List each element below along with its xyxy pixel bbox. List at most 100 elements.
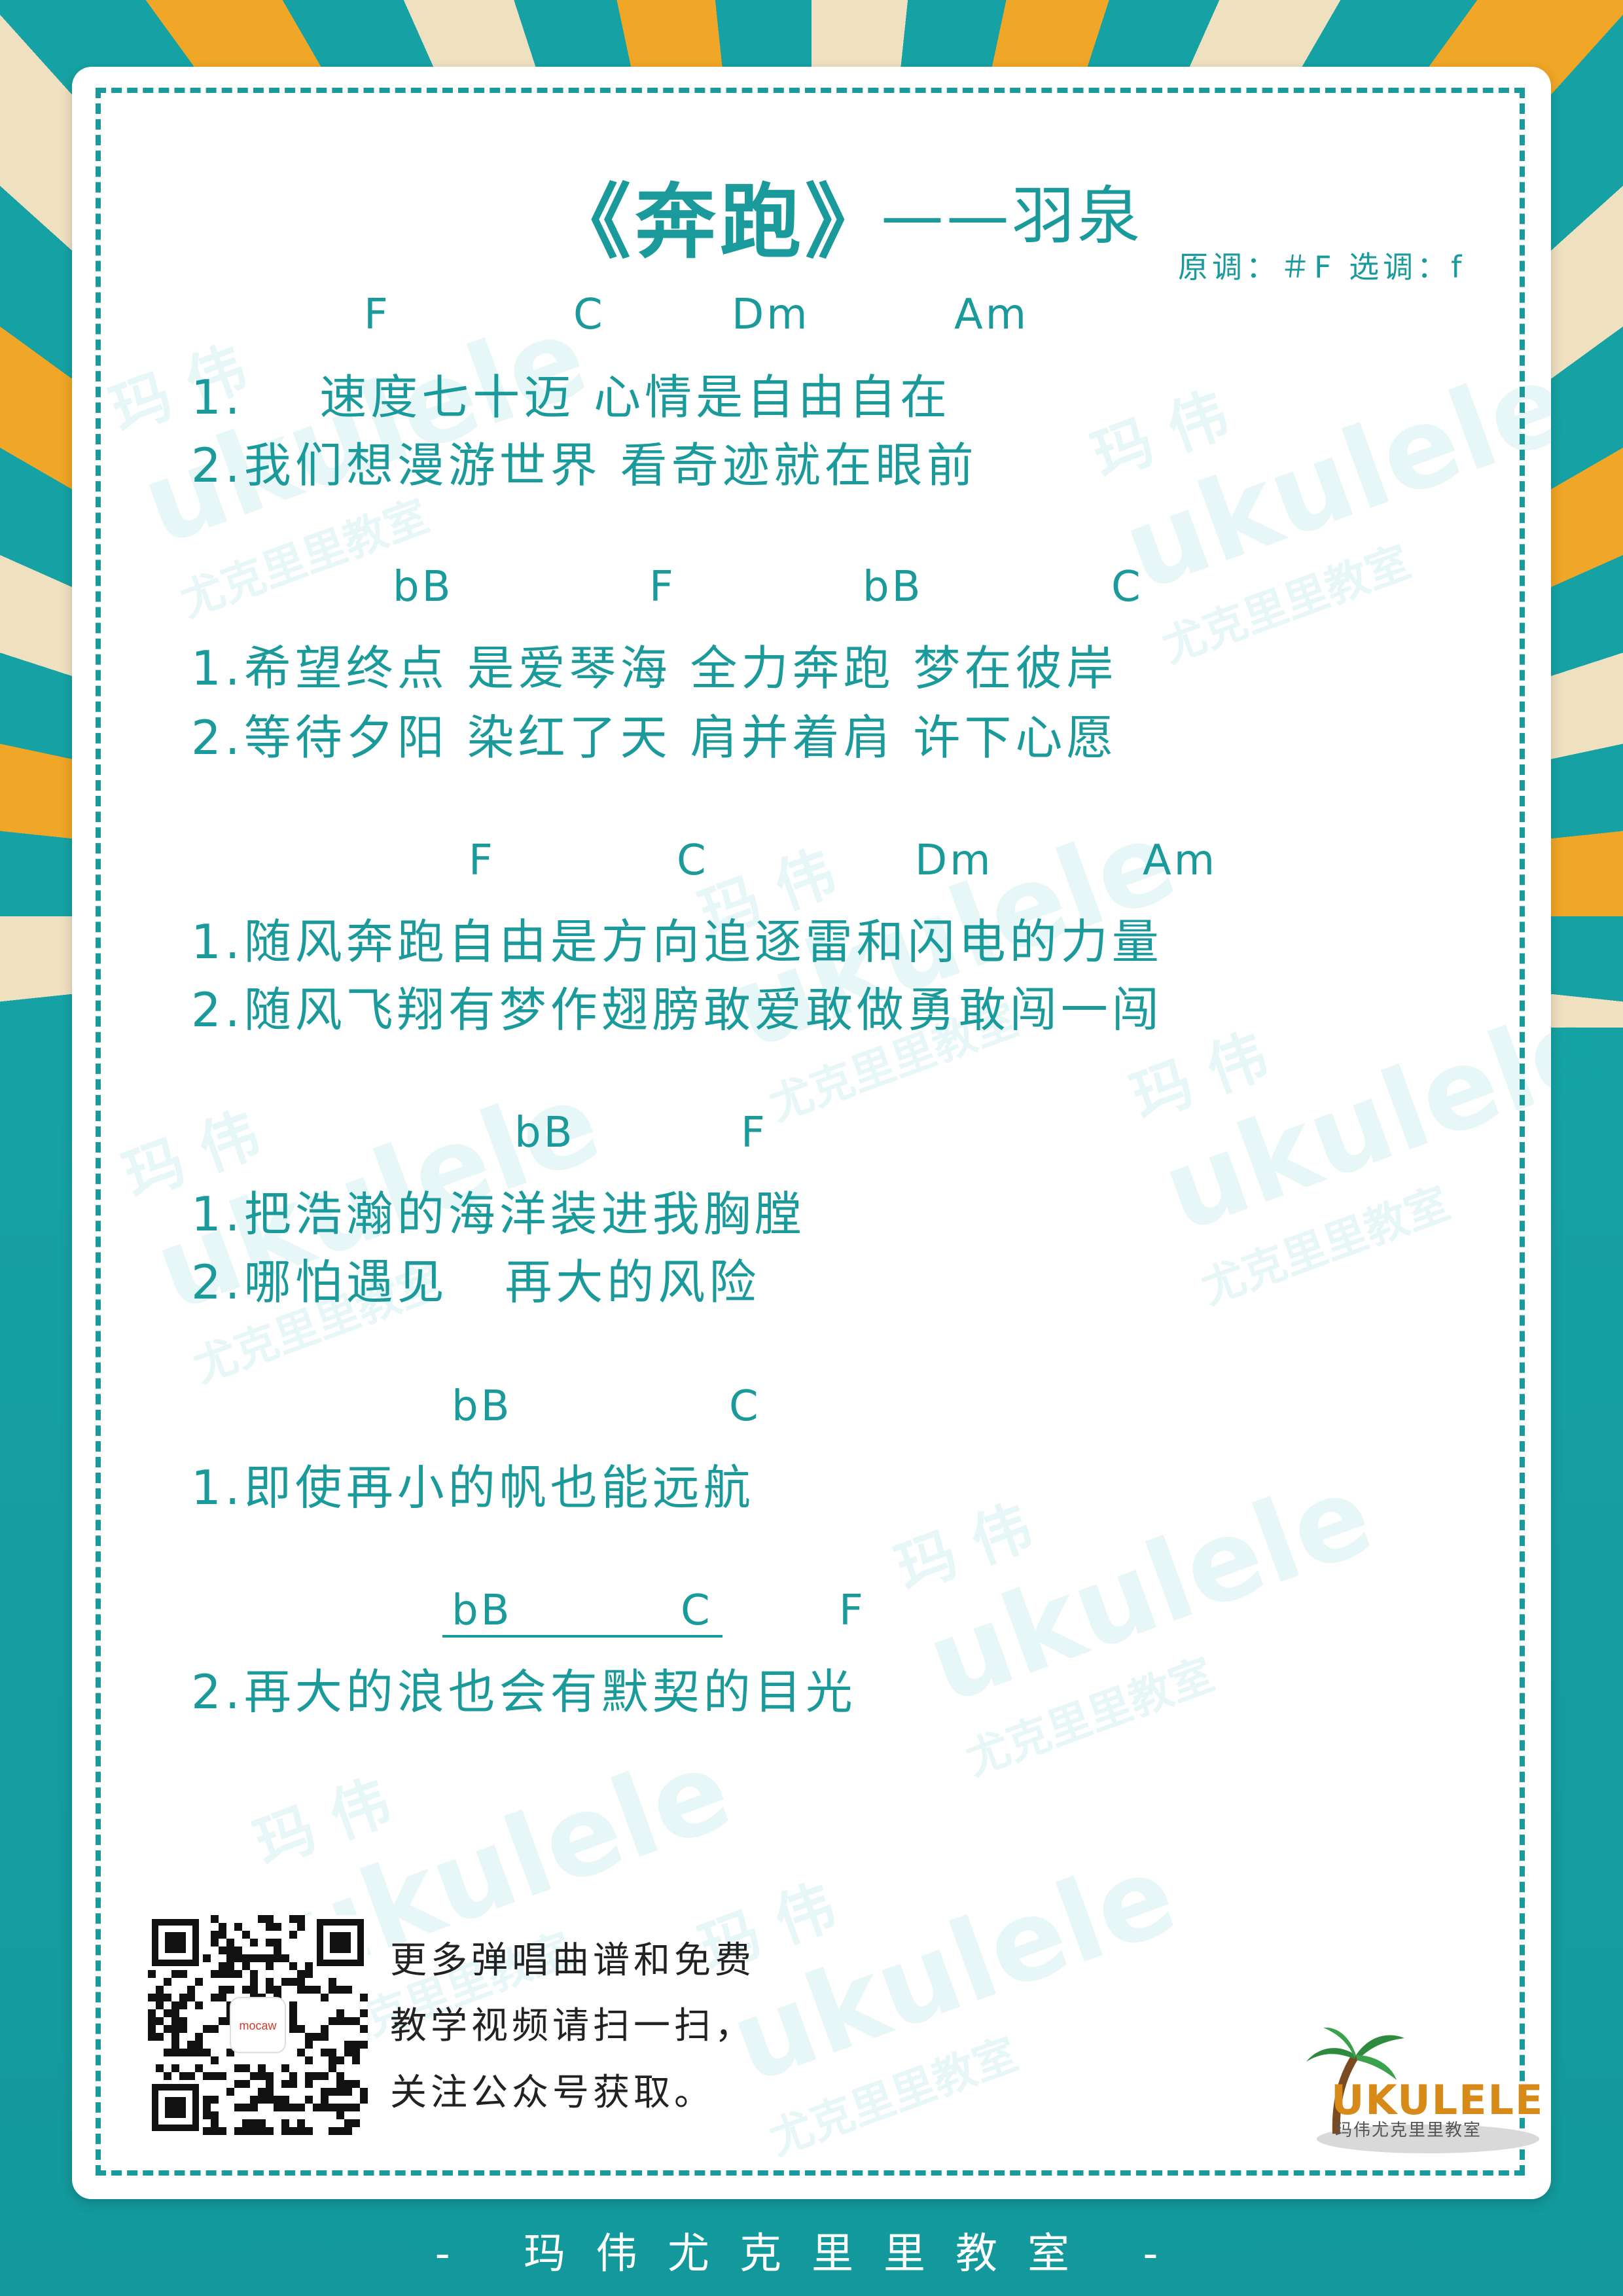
qr-module — [281, 2064, 289, 2072]
qr-module — [203, 2111, 211, 2119]
qr-module — [179, 2017, 187, 2025]
qr-module — [274, 2104, 281, 2111]
qr-module — [179, 2025, 187, 2033]
qr-module — [344, 2017, 352, 2025]
qr-module — [164, 2025, 171, 2033]
chord-label: C — [729, 1382, 761, 1431]
qr-module — [195, 2041, 203, 2049]
qr-module — [203, 2104, 211, 2111]
chord-label: bB — [452, 1587, 512, 1635]
qr-module — [250, 2119, 258, 2127]
qr-module — [321, 2049, 329, 2056]
qr-module — [352, 2104, 360, 2111]
qr-module — [211, 2025, 219, 2033]
qr-module — [171, 2064, 179, 2072]
qr-module — [156, 2033, 164, 2041]
qr-module — [289, 2080, 297, 2088]
qr-module — [336, 2104, 344, 2111]
qr-module — [187, 1994, 195, 2001]
ukulele-logo — [1306, 2027, 1539, 2153]
qr-module — [329, 2056, 336, 2064]
qr-module — [211, 2096, 219, 2104]
qr-module — [281, 2119, 289, 2127]
qr-module — [219, 2072, 226, 2080]
qr-module — [179, 2049, 187, 2056]
qr-module — [234, 1970, 242, 1978]
qr-module — [179, 1970, 187, 1978]
qr-module — [250, 2072, 258, 2080]
qr-module — [274, 1954, 281, 1962]
qr-module — [336, 2072, 344, 2080]
qr-module — [234, 1946, 242, 1954]
promo-line: 关注公众号获取。 — [390, 2072, 715, 2114]
qr-module — [258, 2096, 266, 2104]
qr-module — [352, 2056, 360, 2064]
qr-module — [164, 1994, 171, 2001]
chord-label: bB — [514, 1109, 575, 1157]
qr-module — [289, 1962, 297, 1970]
chord-label: Dm — [732, 291, 810, 339]
chord-label: F — [839, 1587, 866, 1635]
qr-module — [336, 2056, 344, 2064]
qr-module — [274, 1986, 281, 1994]
qr-module — [242, 2064, 250, 2072]
qr-module — [203, 2127, 211, 2135]
qr-module — [195, 2001, 203, 2009]
qr-module — [344, 2104, 352, 2111]
qr-module — [305, 2080, 313, 2088]
qr-module — [305, 2033, 313, 2041]
qr-module — [250, 1970, 258, 1978]
song-author: ——羽泉 — [881, 179, 1143, 253]
lyric-line: 1. 速度七十迈 心情是自由自在 — [191, 370, 952, 425]
qr-module — [297, 1970, 305, 1978]
qr-module — [305, 1986, 313, 1994]
lyric-line: 2.我们想漫游世界 看奇迹就在眼前 — [191, 438, 978, 493]
qr-module — [195, 1978, 203, 1986]
qr-module — [148, 1994, 156, 2001]
qr-module — [171, 1970, 179, 1978]
qr-module — [281, 1978, 289, 1986]
qr-module — [234, 2127, 242, 2135]
key-info: 原调：＃F 选调：f — [1178, 249, 1466, 285]
qr-module — [336, 1986, 344, 1994]
qr-module — [211, 2111, 219, 2119]
qr-module — [219, 1970, 226, 1978]
qr-module — [305, 1970, 313, 1978]
qr-module — [250, 2104, 258, 2111]
qr-module — [297, 2025, 305, 2033]
qr-module — [219, 1923, 226, 1931]
qr-module — [266, 1986, 274, 1994]
qr-module — [297, 2104, 305, 2111]
qr-module — [344, 2041, 352, 2049]
qr-module — [171, 2017, 179, 2025]
qr-module — [352, 2049, 360, 2056]
qr-module — [297, 2049, 305, 2056]
qr-module — [258, 2064, 266, 2072]
qr-module — [336, 2080, 344, 2088]
qr-module — [171, 2001, 179, 2009]
qr-module — [219, 2127, 226, 2135]
qr-code[interactable]: mocaw — [148, 1915, 368, 2135]
qr-module — [211, 2056, 219, 2064]
qr-module — [289, 1978, 297, 1986]
qr-module — [250, 1954, 258, 1962]
qr-module — [289, 2072, 297, 2080]
qr-module — [203, 2025, 211, 2033]
qr-module — [211, 2127, 219, 2135]
qr-module — [281, 2127, 289, 2135]
qr-module — [203, 2049, 211, 2056]
qr-module — [195, 2064, 203, 2072]
qr-module — [297, 1915, 305, 1923]
qr-module — [289, 1915, 297, 1923]
qr-module — [203, 1954, 211, 1962]
qr-module — [164, 2072, 171, 2080]
qr-module — [329, 2088, 336, 2096]
qr-module — [148, 2017, 156, 2025]
qr-module — [313, 2104, 321, 2111]
qr-module — [336, 2017, 344, 2025]
qr-module — [156, 2017, 164, 2025]
qr-module — [164, 2009, 171, 2017]
qr-module — [336, 2088, 344, 2096]
qr-module — [258, 1915, 266, 1923]
chord-label: Am — [954, 291, 1029, 339]
